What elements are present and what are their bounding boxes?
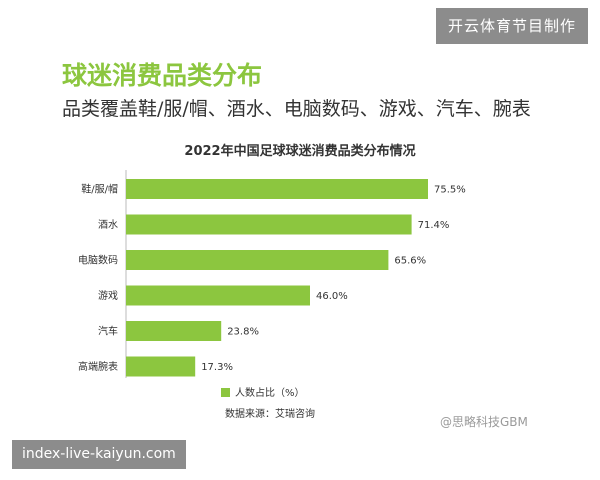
category-label: 鞋/服/帽 <box>81 183 118 196</box>
bottom-left-badge: index-live-kaiyun.com <box>12 440 186 469</box>
bar <box>126 250 389 270</box>
bar <box>126 356 196 377</box>
category-label: 高端腕表 <box>78 360 118 373</box>
category-label: 酒水 <box>98 219 118 231</box>
category-label: 游戏 <box>98 289 118 302</box>
bar-value-label: 17.3% <box>201 362 233 373</box>
bar-chart: 2022年中国足球球迷消费品类分布情况 鞋/服/帽 75.5% 酒水 71.4% 电脑数… <box>78 143 466 420</box>
page-title: 球迷消费品类分布 <box>62 61 263 90</box>
bar <box>126 321 222 341</box>
bar <box>126 214 412 235</box>
chart-legend: 人数占比（%） <box>221 386 305 399</box>
bar-value-label: 23.8% <box>227 327 259 338</box>
bars-layer: 鞋/服/帽 75.5% 酒水 71.4% 电脑数码 65.6% 游戏 46.0% 汽车 23.8%… <box>78 179 466 377</box>
bar-value-label: 46.0% <box>316 291 348 302</box>
legend-label: 人数占比（%） <box>235 386 305 399</box>
legend-swatch <box>221 388 230 397</box>
bar-value-label: 71.4% <box>418 220 450 231</box>
bar <box>126 285 310 306</box>
category-label: 电脑数码 <box>78 254 118 267</box>
top-right-badge: 开云体育节目制作 <box>435 8 588 44</box>
bar-value-label: 75.5% <box>434 185 466 196</box>
bar <box>126 179 428 199</box>
page-subtitle: 品类覆盖鞋/服/帽、酒水、电脑数码、游戏、汽车、腕表 <box>62 98 531 120</box>
bar-value-label: 65.6% <box>394 256 426 267</box>
chart-title: 2022年中国足球球迷消费品类分布情况 <box>184 143 415 159</box>
chart-source: 数据来源：艾瑞咨询 <box>225 407 315 420</box>
watermark: @思略科技GBM <box>440 415 528 429</box>
category-label: 汽车 <box>98 325 118 338</box>
